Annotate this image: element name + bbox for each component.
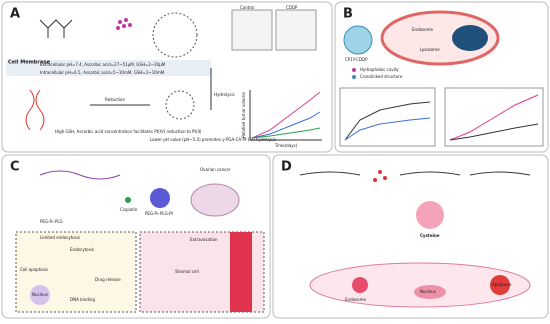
flow-plot: [275, 9, 317, 51]
condition-text: Intracellular pH=6.5, Ascorbic acid=5~10…: [40, 70, 165, 75]
membrane-band: [6, 60, 211, 76]
micelle: [152, 12, 198, 58]
cell-label: DNA binding: [70, 297, 95, 302]
cell: [380, 10, 500, 66]
compound-label: PEG-P₁-PLG-Pt: [145, 211, 174, 216]
cell-label: Drug release: [95, 277, 121, 282]
compound-label: PEG-P₁-PLG: [40, 219, 63, 224]
cell-label: Cell apoptosis: [20, 267, 48, 272]
panel-label: A: [10, 7, 20, 22]
nanoparticle: [150, 188, 170, 208]
tissue-label: Extravasation: [190, 237, 218, 242]
nucleus: [414, 285, 446, 299]
growth-plot: [249, 90, 322, 141]
molecule: [39, 19, 73, 38]
polymer-chain: [299, 171, 531, 176]
panel-label: B: [343, 7, 353, 22]
nanoparticle: [416, 201, 444, 229]
drug-dots: [373, 170, 387, 182]
compound-label: Cisplatin: [120, 207, 138, 212]
cisplatin: [125, 197, 131, 203]
panel-label: D: [281, 160, 292, 175]
flow-plot: [231, 9, 273, 51]
organelle-label: Endosome: [412, 27, 433, 32]
membrane-label: Cell Membrane: [8, 60, 51, 66]
caption: Lower pH value (pH~5.0) promotes γ-PGA-C…: [150, 137, 276, 142]
cell-label: Endocytosis: [70, 247, 94, 252]
plot-label: Control: [240, 5, 254, 10]
blood-vessel: [230, 232, 252, 312]
pt-dots: [116, 18, 132, 30]
polymer: [39, 170, 121, 180]
caption: High GSH, Ascorbic acid concentration fa…: [55, 129, 202, 134]
cell-label: Nucleus: [32, 292, 48, 297]
tissue-label: Stromal cell: [175, 269, 199, 274]
legend-text: Crosslinked structure: [360, 74, 403, 79]
cell-label: Nucleus: [420, 289, 436, 294]
plot-label: CDDP: [286, 5, 298, 10]
particle-label: CP1Y-CDDP: [345, 57, 368, 62]
legend-marker: [352, 68, 356, 72]
nanoparticle: [343, 25, 373, 55]
apoptosis: [490, 275, 510, 295]
nucleus: [452, 25, 488, 51]
mouse: [190, 183, 240, 217]
axis-label: Relative tumor volume: [241, 92, 246, 138]
organelle-label: Lysosome: [420, 47, 440, 52]
micelle: [165, 90, 195, 120]
molecule-label: Cysteine: [420, 233, 440, 238]
dna: [25, 89, 45, 131]
cell-label: Endosome: [345, 297, 366, 302]
nucleus: [30, 285, 50, 305]
cell-label: Apoptosis: [492, 282, 512, 287]
step-label: Hydrolysis: [214, 92, 235, 97]
cell: [309, 262, 531, 308]
cell-label: Limited endocytosis: [40, 235, 80, 240]
release-plots: [339, 87, 544, 147]
condition-text: Extracellular pH=7.4, Ascorbic acid=27~5…: [40, 62, 166, 67]
step-label: Reduction: [105, 97, 125, 102]
legend-marker: [352, 75, 356, 79]
endosome: [352, 277, 368, 293]
model-label: Ovarian cancer: [200, 167, 231, 172]
axis-label: Time(days): [274, 143, 298, 148]
legend-text: Hydrophobic cavity: [360, 67, 399, 72]
panel-label: C: [10, 160, 20, 175]
